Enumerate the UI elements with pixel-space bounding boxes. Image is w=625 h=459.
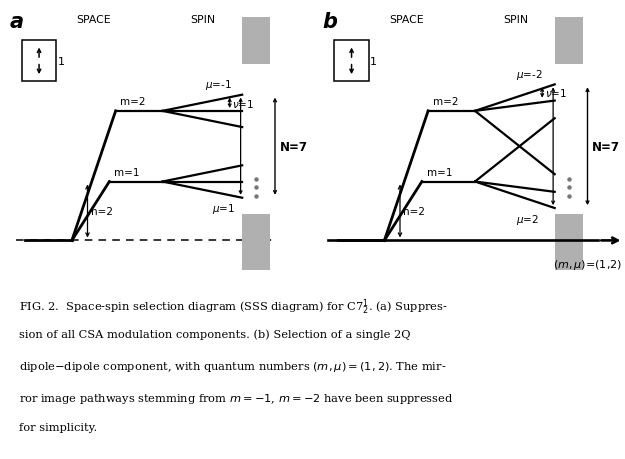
Text: SPACE: SPACE [389, 15, 424, 25]
Bar [242, 214, 270, 270]
Text: sion of all CSA modulation components. (b) Selection of a single 2Q: sion of all CSA modulation components. (… [19, 328, 410, 339]
Text: SPACE: SPACE [76, 15, 111, 25]
Text: for simplicity.: for simplicity. [19, 422, 97, 432]
Text: ror image pathways stemming from $m$$=$$-1$, $m$$=$$-2$ have been suppressed: ror image pathways stemming from $m$$=$$… [19, 391, 453, 405]
Text: SPIN: SPIN [191, 15, 216, 25]
Text: a: a [9, 12, 24, 32]
Text: $\mu$=-2: $\mu$=-2 [516, 68, 542, 82]
Text: $\nu$=1: $\nu$=1 [545, 87, 567, 99]
Text: $(m,\mu)$=(1,2): $(m,\mu)$=(1,2) [553, 257, 622, 271]
Text: SPIN: SPIN [503, 15, 528, 25]
Text: m=2: m=2 [120, 97, 146, 107]
Text: N=7: N=7 [592, 140, 620, 153]
Text: $\mu$=2: $\mu$=2 [516, 212, 539, 226]
Text: b: b [322, 12, 337, 32]
Bar [555, 214, 582, 270]
Text: 1: 1 [58, 57, 65, 67]
Bar [555, 17, 582, 65]
Text: $\mu$=-1: $\mu$=-1 [205, 78, 231, 92]
Text: n=2: n=2 [403, 207, 425, 217]
Text: m=1: m=1 [426, 168, 452, 178]
Bar [22, 41, 56, 82]
Text: 1: 1 [370, 57, 378, 67]
Bar [242, 17, 270, 65]
Text: m=2: m=2 [432, 97, 458, 107]
Text: FIG. 2.  Space-spin selection diagram (SSS diagram) for C7$_2^1$. (a) Suppres-: FIG. 2. Space-spin selection diagram (SS… [19, 297, 447, 317]
Text: $\nu$=1: $\nu$=1 [232, 98, 254, 110]
Text: $\mu$=1: $\mu$=1 [213, 202, 236, 216]
Bar [334, 41, 369, 82]
Text: m=1: m=1 [114, 168, 139, 178]
Text: N=7: N=7 [280, 140, 308, 153]
Text: n=2: n=2 [91, 207, 112, 217]
Text: dipole$-$dipole component, with quantum numbers $(m,\mu)$$=$$(1,2)$. The mir-: dipole$-$dipole component, with quantum … [19, 360, 446, 374]
